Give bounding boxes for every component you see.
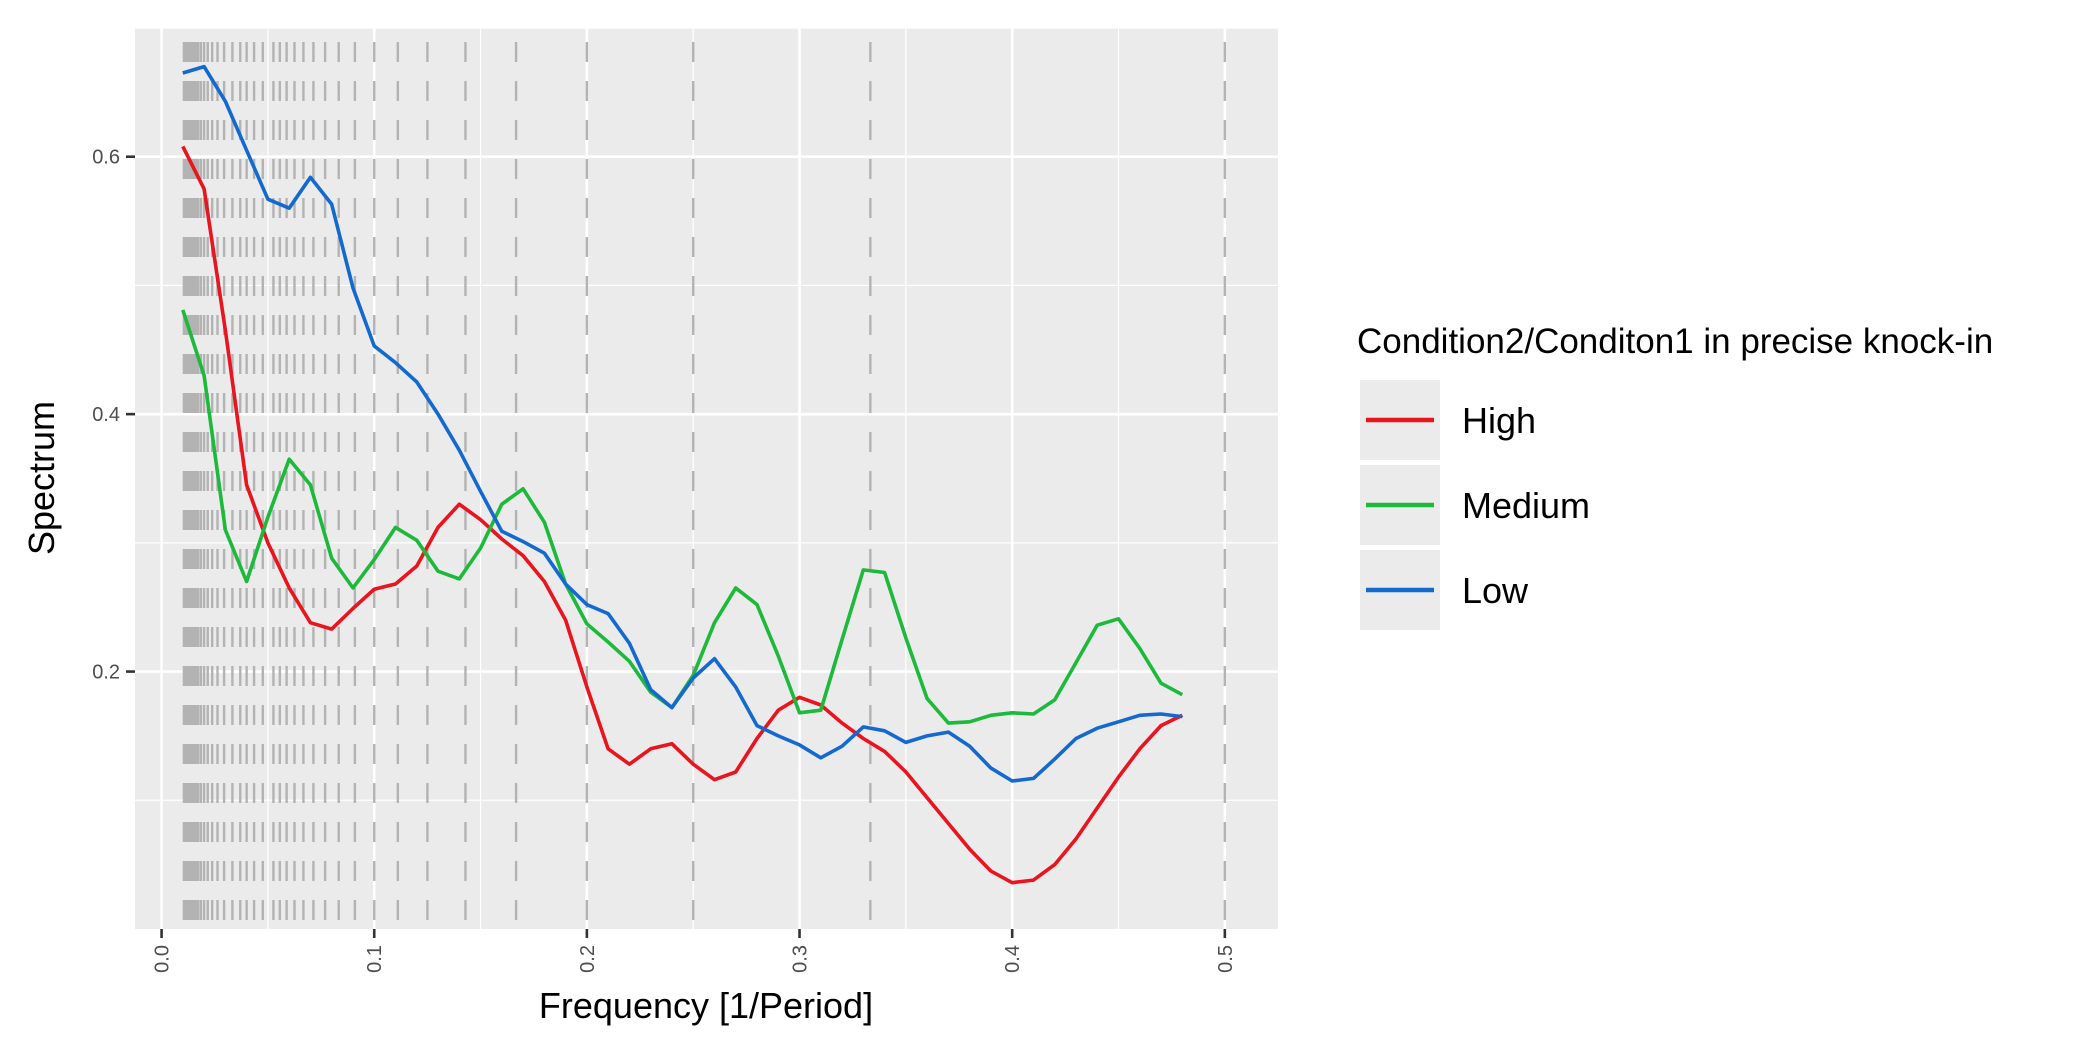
y-axis-title: Spectrum xyxy=(21,401,62,555)
x-axis-title: Frequency [1/Period] xyxy=(539,985,873,1026)
y-axis: 0.2 0.4 0.6 xyxy=(92,147,135,684)
y-tick-label: 0.4 xyxy=(92,404,120,426)
legend-title: Condition2/Conditon1 in precise knock-in xyxy=(1357,322,1993,361)
x-tick-label: 0.1 xyxy=(364,945,386,973)
x-tick-label: 0.3 xyxy=(790,945,812,973)
series-line-low xyxy=(182,64,1183,783)
legend-label-high: High xyxy=(1462,400,1536,441)
x-tick-label: 0.0 xyxy=(152,945,174,973)
series-line-high xyxy=(181,145,1184,885)
legend: Condition2/Conditon1 in precise knock-in… xyxy=(1357,322,1993,630)
x-tick-label: 0.5 xyxy=(1215,945,1237,973)
x-tick-label: 0.4 xyxy=(1002,945,1024,973)
series-layer xyxy=(181,64,1184,885)
x-axis: 0.0 0.1 0.2 0.3 0.4 0.5 xyxy=(152,929,1237,973)
x-tick-label: 0.2 xyxy=(577,945,599,973)
reference-lines xyxy=(182,42,1227,929)
y-tick-label: 0.6 xyxy=(92,147,120,169)
legend-label-medium: Medium xyxy=(1462,485,1590,526)
y-tick-label: 0.2 xyxy=(92,662,120,684)
legend-label-low: Low xyxy=(1462,570,1529,611)
